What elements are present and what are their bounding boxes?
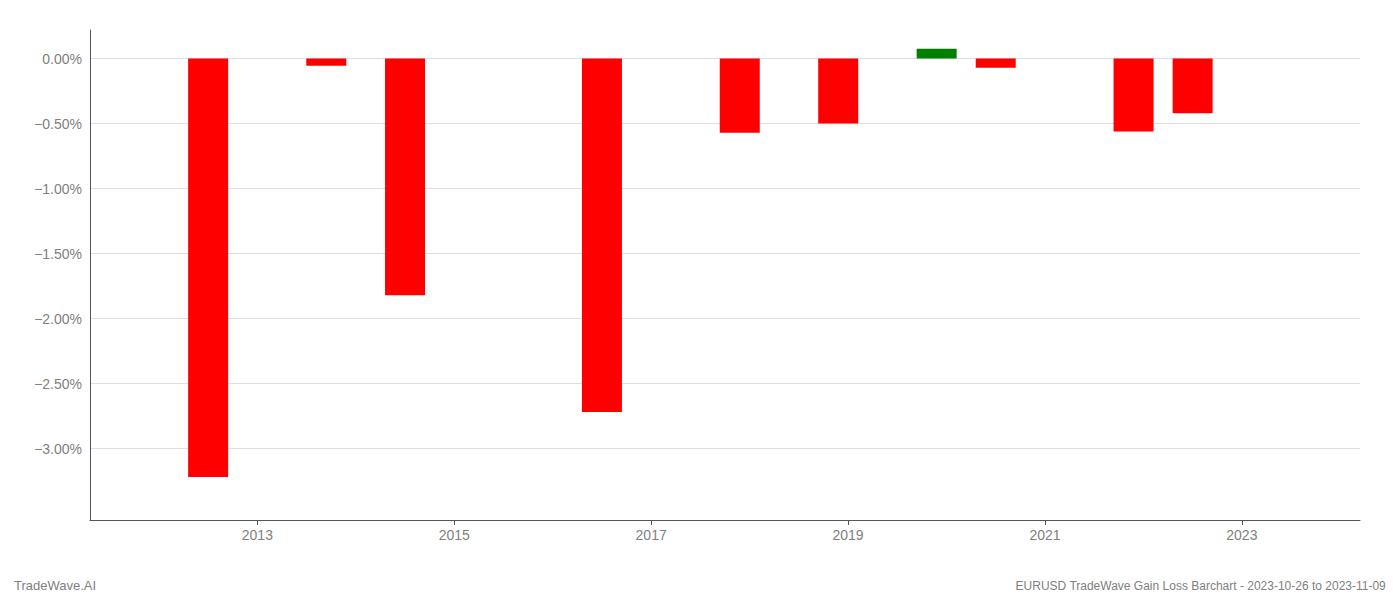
svg-text:−0.50%: −0.50% bbox=[34, 116, 82, 132]
svg-text:−1.00%: −1.00% bbox=[34, 181, 82, 197]
svg-text:0.00%: 0.00% bbox=[42, 51, 82, 67]
svg-text:2017: 2017 bbox=[636, 527, 667, 543]
svg-text:−1.50%: −1.50% bbox=[34, 246, 82, 262]
svg-text:2013: 2013 bbox=[242, 527, 273, 543]
svg-text:EURUSD TradeWave Gain Loss Bar: EURUSD TradeWave Gain Loss Barchart - 20… bbox=[1016, 579, 1387, 593]
svg-text:2015: 2015 bbox=[439, 527, 470, 543]
svg-text:−2.50%: −2.50% bbox=[34, 376, 82, 392]
svg-text:2023: 2023 bbox=[1226, 527, 1257, 543]
svg-text:2019: 2019 bbox=[832, 527, 863, 543]
svg-text:−3.00%: −3.00% bbox=[34, 441, 82, 457]
svg-text:−2.00%: −2.00% bbox=[34, 311, 82, 327]
svg-text:2021: 2021 bbox=[1029, 527, 1060, 543]
svg-text:TradeWave.AI: TradeWave.AI bbox=[14, 578, 96, 593]
